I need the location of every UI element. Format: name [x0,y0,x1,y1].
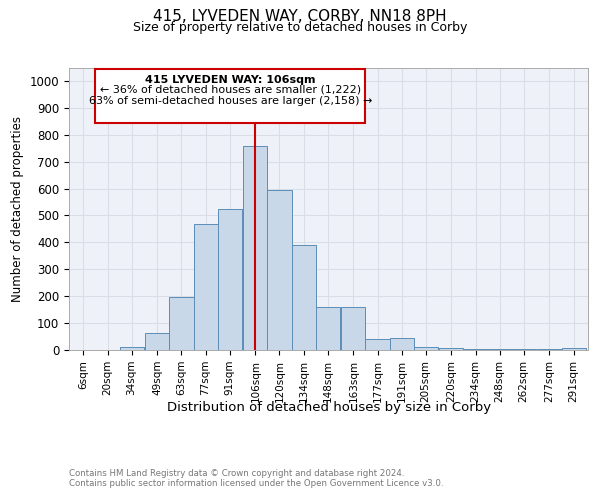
Bar [562,348,586,350]
Bar [169,297,194,350]
Bar [463,348,488,350]
Text: Contains public sector information licensed under the Open Government Licence v3: Contains public sector information licen… [69,480,443,488]
Bar [292,245,316,350]
Bar [244,146,268,350]
Text: 415 LYVEDEN WAY: 106sqm: 415 LYVEDEN WAY: 106sqm [145,75,316,85]
Text: 63% of semi-detached houses are larger (2,158) →: 63% of semi-detached houses are larger (… [89,96,372,106]
Bar [268,190,292,350]
Bar [119,347,143,350]
Bar [439,348,463,350]
Bar [538,348,562,350]
Y-axis label: Number of detached properties: Number of detached properties [11,116,24,302]
Bar [145,333,169,350]
Bar [512,348,536,350]
Bar [389,338,413,350]
Bar [413,348,437,350]
FancyBboxPatch shape [95,69,365,122]
Text: Contains HM Land Registry data © Crown copyright and database right 2024.: Contains HM Land Registry data © Crown c… [69,470,404,478]
Text: Size of property relative to detached houses in Corby: Size of property relative to detached ho… [133,21,467,34]
Bar [341,307,365,350]
Text: ← 36% of detached houses are smaller (1,222): ← 36% of detached houses are smaller (1,… [100,85,361,95]
Bar [316,307,340,350]
Bar [218,210,242,350]
Bar [365,339,389,350]
Bar [488,348,512,350]
Text: Distribution of detached houses by size in Corby: Distribution of detached houses by size … [167,401,491,414]
Text: 415, LYVEDEN WAY, CORBY, NN18 8PH: 415, LYVEDEN WAY, CORBY, NN18 8PH [153,9,447,24]
Bar [194,224,218,350]
